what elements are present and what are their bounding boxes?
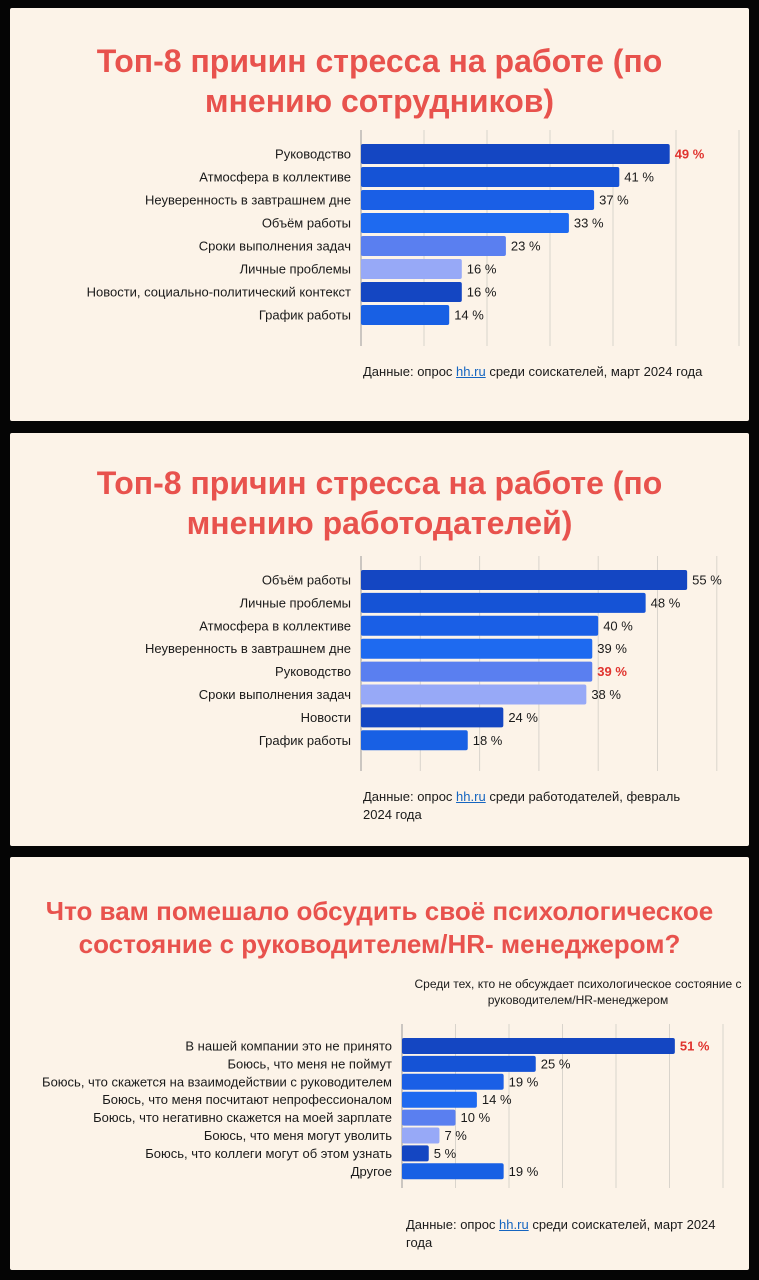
category-label: Атмосфера в коллективе xyxy=(199,618,351,633)
category-label: Руководство xyxy=(275,664,351,679)
bar xyxy=(361,259,462,279)
category-label: Личные проблемы xyxy=(240,595,351,610)
value-label: 24 % xyxy=(508,710,538,725)
bar xyxy=(361,236,506,256)
source-link[interactable]: hh.ru xyxy=(499,1217,529,1232)
category-label: В нашей компании это не принято xyxy=(185,1039,392,1054)
category-label: Личные проблемы xyxy=(240,262,351,277)
source-note: Данные: опрос hh.ru среди соискателей, м… xyxy=(363,364,703,379)
value-label: 38 % xyxy=(591,687,621,702)
bar xyxy=(361,282,462,302)
chart-subtitle: Среди тех, кто не обсуждает психологичес… xyxy=(414,977,742,1007)
bar xyxy=(402,1163,504,1180)
category-label: Объём работы xyxy=(262,573,351,588)
category-label: Неуверенность в завтрашнем дне xyxy=(145,193,351,208)
value-label: 16 % xyxy=(467,262,497,277)
value-label: 25 % xyxy=(541,1056,571,1071)
bar-chart: Объём работы 55 % Личные проблемы 48 % Атмос… xyxy=(145,556,722,771)
bar xyxy=(361,730,468,751)
bar-chart: Руководство 49 % Атмосфера в коллективе 41 … xyxy=(87,130,740,346)
source-link[interactable]: hh.ru xyxy=(456,789,486,804)
bar xyxy=(402,1073,504,1090)
chart-title: Топ-8 причин стресса на работе (по мнени… xyxy=(96,43,663,119)
bar xyxy=(361,615,599,636)
category-label: Боюсь, что коллеги могут об этом узнать xyxy=(145,1146,392,1161)
value-label: 39 % xyxy=(597,664,627,679)
bar xyxy=(402,1091,477,1108)
source-note: Данные: опрос hh.ru среди соискателей, м… xyxy=(406,1217,716,1250)
category-label: Сроки выполнения задач xyxy=(199,687,351,702)
value-label: 16 % xyxy=(467,285,497,300)
bar xyxy=(361,570,688,590)
category-label: График работы xyxy=(259,308,351,323)
bar xyxy=(361,661,593,682)
category-label: Новости, социально-политический контекст xyxy=(87,285,351,300)
value-label: 48 % xyxy=(651,595,681,610)
category-label: Боюсь, что скажется на взаимодействии с … xyxy=(42,1074,392,1089)
source-note: Данные: опрос hh.ru среди работодателей,… xyxy=(363,789,681,822)
bar xyxy=(402,1127,440,1144)
value-label: 37 % xyxy=(599,193,629,208)
category-label: График работы xyxy=(259,733,351,748)
value-label: 19 % xyxy=(509,1074,539,1089)
category-label: Боюсь, что негативно скажется на моей за… xyxy=(93,1110,392,1125)
value-label: 39 % xyxy=(597,641,627,656)
value-label: 40 % xyxy=(603,618,633,633)
bar xyxy=(402,1109,456,1126)
bar xyxy=(361,144,670,164)
bar xyxy=(361,213,569,233)
value-label: 5 % xyxy=(434,1146,457,1161)
value-label: 10 % xyxy=(461,1110,491,1125)
category-label: Сроки выполнения задач xyxy=(199,239,351,254)
bar xyxy=(402,1038,675,1054)
value-label: 51 % xyxy=(680,1039,710,1054)
category-label: Атмосфера в коллективе xyxy=(199,170,351,185)
value-label: 19 % xyxy=(509,1164,539,1179)
category-label: Объём работы xyxy=(262,216,351,231)
value-label: 49 % xyxy=(675,147,705,162)
category-label: Новости xyxy=(301,710,351,725)
category-label: Боюсь, что меня посчитают непрофессионал… xyxy=(102,1092,392,1107)
value-label: 7 % xyxy=(444,1128,467,1143)
chart-title: Топ-8 причин стресса на работе (по мнени… xyxy=(96,465,663,541)
bar xyxy=(361,190,595,210)
category-label: Руководство xyxy=(275,147,351,162)
category-label: Боюсь, что меня могут уволить xyxy=(204,1128,392,1143)
bar-chart: В нашей компании это не принято 51 % Боюсь… xyxy=(42,1024,724,1188)
bar xyxy=(361,707,504,728)
chart-panel-employees: Топ-8 причин стресса на работе (по мнени… xyxy=(10,8,749,421)
source-link[interactable]: hh.ru xyxy=(456,364,486,379)
value-label: 33 % xyxy=(574,216,604,231)
category-label: Неуверенность в завтрашнем дне xyxy=(145,641,351,656)
value-label: 14 % xyxy=(482,1092,512,1107)
value-label: 41 % xyxy=(624,170,654,185)
value-label: 14 % xyxy=(454,308,484,323)
bar xyxy=(361,305,450,325)
bar xyxy=(361,592,646,613)
bar xyxy=(402,1055,536,1072)
chart-panel-discussion: Что вам помешало обсудить своё психологи… xyxy=(10,857,749,1270)
category-label: Другое xyxy=(351,1164,392,1179)
bar xyxy=(361,638,593,659)
value-label: 18 % xyxy=(473,733,503,748)
bar xyxy=(361,684,587,705)
chart-panel-employers: Топ-8 причин стресса на работе (по мнени… xyxy=(10,433,749,846)
bar xyxy=(361,167,620,187)
value-label: 55 % xyxy=(692,573,722,588)
category-label: Боюсь, что меня не поймут xyxy=(227,1056,392,1071)
value-label: 23 % xyxy=(511,239,541,254)
chart-title: Что вам помешало обсудить своё психологи… xyxy=(45,896,714,959)
bar xyxy=(402,1145,429,1162)
